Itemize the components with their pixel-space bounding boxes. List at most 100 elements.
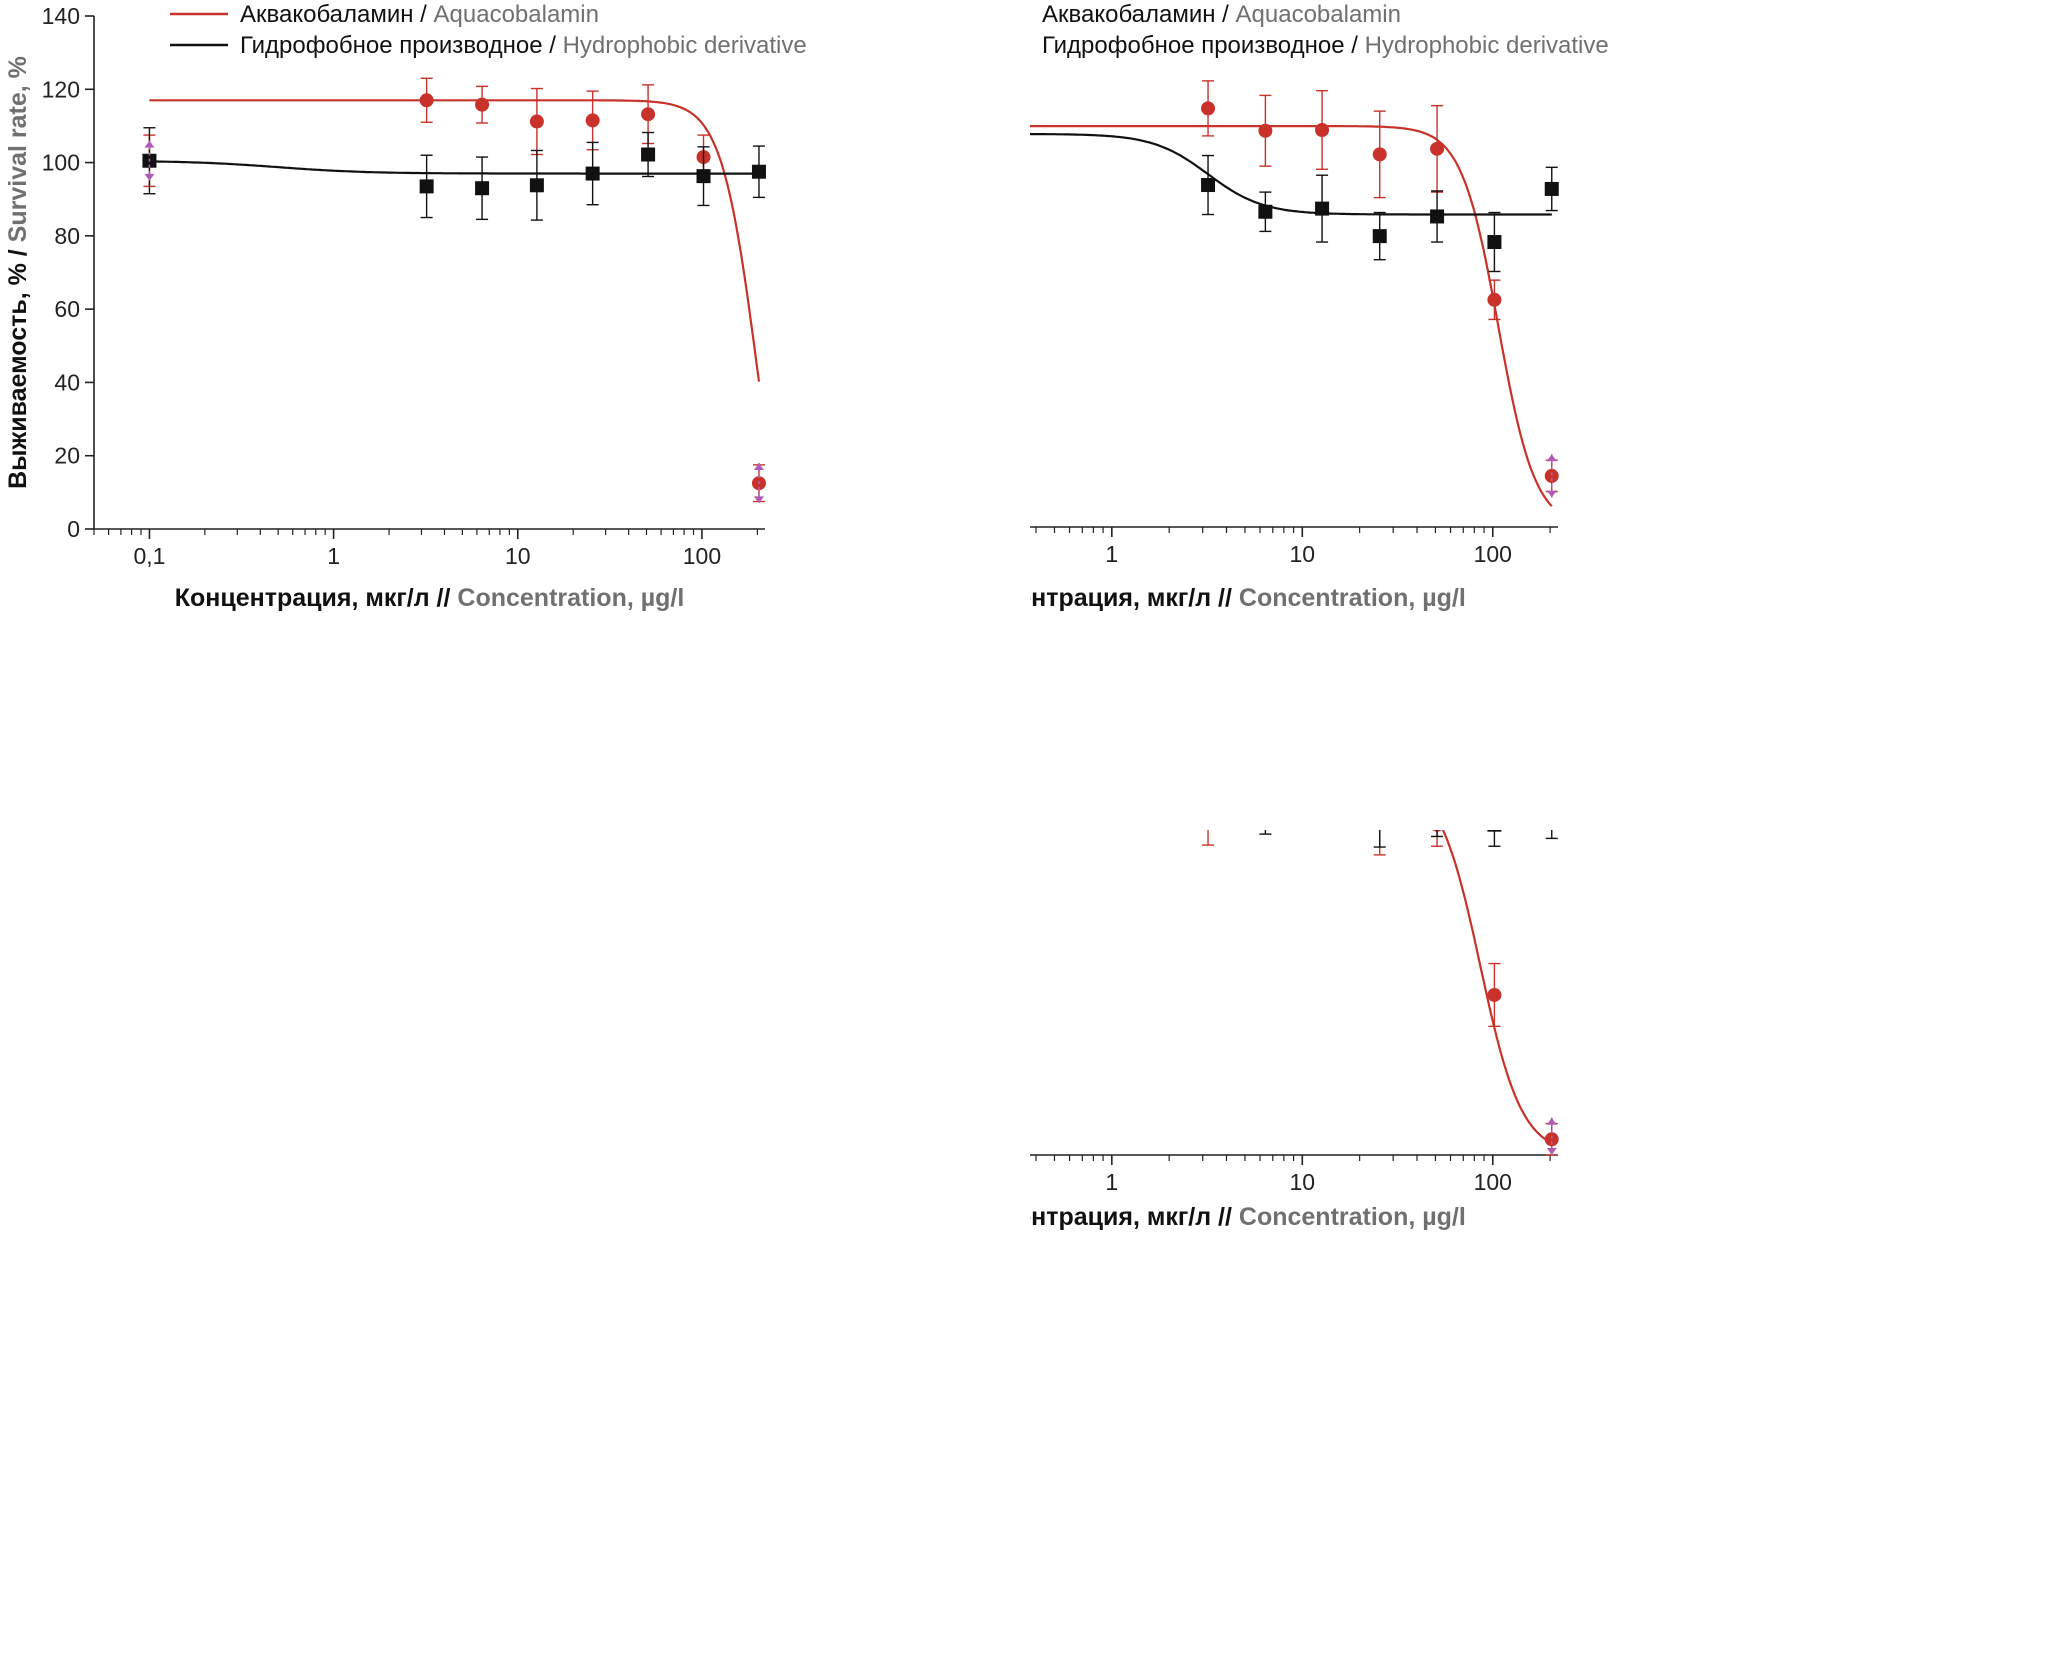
control-arrow-up (1546, 454, 1557, 462)
x-axis-label: Концентрация, мкг/л // Concentration, µg… (1030, 584, 1466, 612)
x-tick-label: 100 (683, 543, 721, 569)
data-point-aquacobalamin (1544, 468, 1559, 483)
y-axis-label: Выживаемость, % / Survival rate, % (4, 56, 32, 489)
legend-en: Aquacobalamin (1236, 1, 1401, 28)
fit-curve-aquacobalamin (1441, 830, 1553, 1145)
data-point-hydrophobic (1487, 235, 1502, 250)
legend-ru: Аквакобаламин (1042, 1, 1216, 28)
y-tick-label: 140 (42, 3, 80, 29)
error-bar (1373, 830, 1386, 848)
x-axis-label-ru: Концентрация, мкг/л (1030, 584, 1211, 612)
x-axis-label: Концентрация, мкг/л // Concentration, µg… (175, 584, 685, 612)
legend-sep: / (1345, 32, 1365, 59)
data-point-aquacobalamin (475, 97, 490, 112)
data-point-aquacobalamin (1315, 122, 1330, 137)
fit-curve-hydrophobic (149, 160, 759, 175)
x-tick-label: 1 (1105, 1169, 1118, 1195)
data-point-hydrophobic (1372, 229, 1387, 244)
data-point-hydrophobic (1487, 830, 1502, 832)
fit-curve-aquacobalamin (1030, 124, 1553, 507)
data-point-hydrophobic (696, 169, 711, 184)
data-point-aquacobalamin (1258, 123, 1273, 138)
y-tick-label: 40 (54, 369, 80, 395)
x-tick-label: 10 (505, 543, 531, 569)
x-tick-label: 0,1 (133, 543, 165, 569)
data-point-hydrophobic (585, 166, 600, 181)
x-axis-label-sep: // (1211, 584, 1239, 612)
fit-curve-hydrophobic (1030, 132, 1552, 216)
control-arrow-down (1546, 1148, 1557, 1155)
data-point-hydrophobic (1258, 204, 1273, 219)
y-axis-label-ru: Выживаемость, % (4, 263, 32, 489)
y-tick-label: 20 (54, 443, 80, 469)
data-point-hydrophobic (1544, 181, 1559, 196)
data-point-hydrophobic (641, 147, 656, 162)
error-bar (1259, 830, 1272, 835)
data-point-aquacobalamin (529, 114, 544, 129)
x-tick-label: 10 (1290, 1169, 1316, 1195)
x-tick-label: 100 (1474, 541, 1512, 567)
data-point-aquacobalamin (1487, 987, 1502, 1002)
y-axis-label-sep: / (4, 242, 32, 263)
control-arrow-up (1546, 1117, 1557, 1125)
error-bar (1431, 830, 1444, 838)
legend-ru: Аквакобаламин (240, 1, 414, 28)
legend-ru: Гидрофобное производное (240, 32, 543, 59)
x-axis-label-ru: Концентрация, мкг/л (175, 584, 430, 612)
data-point-hydrophobic (475, 181, 490, 196)
x-axis-label-en: Concentration, µg/l (1239, 584, 1466, 612)
data-point-aquacobalamin (1201, 101, 1216, 116)
y-tick-label: 0 (67, 516, 80, 542)
data-point-hydrophobic (1315, 201, 1330, 216)
y-tick-label: 80 (54, 223, 80, 249)
chart-group: 0 20 40 60 80 100 120 140 0,1 1 10 100 Концентрация,… (4, 1, 807, 612)
survival-chart-1: 0 20 40 60 80 100 120 140 0,1 1 10 100 Концентрация,… (4, 1, 807, 612)
data-point-aquacobalamin (1430, 141, 1445, 156)
chart-panel-top-left: 0 20 40 60 80 100 120 140 0,1 1 10 100 Концентрация,… (0, 0, 1030, 810)
y-tick-label: 100 (42, 150, 80, 176)
error-bar (1545, 830, 1558, 840)
error-bar (1431, 830, 1444, 847)
data-point-hydrophobic (1430, 209, 1445, 224)
x-axis-label-sep: // (1211, 1203, 1239, 1231)
legend-label-hydrophobic: Гидрофобное производное / Hydrophobic de… (1042, 32, 1609, 59)
x-tick-label: 10 (1290, 541, 1316, 567)
data-point-aquacobalamin (585, 113, 600, 128)
control-arrow-down (144, 173, 155, 181)
error-bar (1202, 830, 1215, 846)
legend-label-hydrophobic: Гидрофобное производное / Hydrophobic de… (240, 32, 807, 59)
control-arrow-down (753, 496, 764, 504)
x-tick-label: 1 (327, 543, 340, 569)
x-tick-label: 100 (1474, 1169, 1512, 1195)
legend-en: Aquacobalamin (434, 1, 599, 28)
legend-label-aquacobalamin: Аквакобаламин / Aquacobalamin (1042, 1, 1401, 28)
data-point-hydrophobic (529, 178, 544, 193)
data-point-hydrophobic (751, 164, 766, 179)
x-axis-label-ru: Концентрация, мкг/л (1030, 1203, 1211, 1231)
legend-en: Hydrophobic derivative (563, 32, 807, 59)
legend-sep: / (1216, 1, 1236, 28)
control-arrow-up (753, 463, 764, 471)
x-axis-label-en: Concentration, µg/l (1239, 1203, 1466, 1231)
x-axis-label-sep: // (430, 584, 458, 612)
data-point-aquacobalamin (1372, 147, 1387, 162)
data-point-aquacobalamin (419, 93, 434, 108)
legend-sep: / (543, 32, 563, 59)
fit-curve-aquacobalamin (149, 99, 761, 382)
x-axis-label: Концентрация, мкг/л // Concentration, µg… (1030, 1203, 1466, 1231)
legend-label-aquacobalamin: Аквакобаламин / Aquacobalamin (240, 1, 599, 28)
legend-en: Hydrophobic derivative (1365, 32, 1609, 59)
data-point-hydrophobic (419, 179, 434, 194)
control-arrow-up (144, 140, 155, 148)
y-tick-label: 60 (54, 296, 80, 322)
x-tick-label: 1 (1105, 541, 1118, 567)
y-axis-label-en: Survival rate, % (4, 56, 32, 242)
control-arrow-down (1546, 490, 1557, 498)
legend-ru: Гидрофобное производное (1042, 32, 1345, 59)
